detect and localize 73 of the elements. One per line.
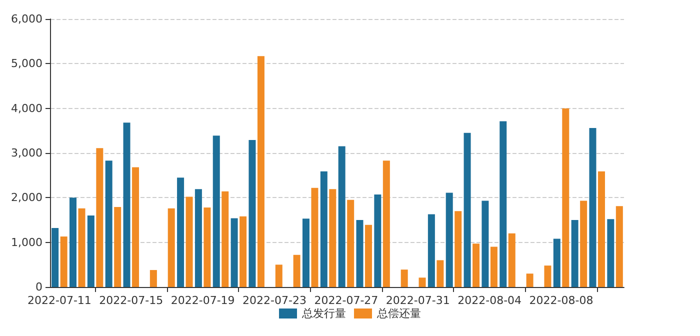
bar: [607, 219, 614, 287]
bar: [222, 191, 229, 287]
bar: [526, 274, 534, 287]
bar: [374, 194, 382, 287]
y-tick-label: 5,000: [10, 57, 42, 70]
bar: [320, 171, 328, 287]
bar: [571, 220, 578, 287]
y-tick-label: 4,000: [10, 102, 42, 115]
bar: [436, 260, 444, 287]
bar: [482, 200, 489, 287]
bar: [544, 266, 552, 287]
x-tick-label: 2022-08-08: [529, 294, 594, 307]
bar: [454, 211, 462, 287]
bar: [204, 207, 211, 287]
bar: [114, 207, 122, 287]
bar: [257, 56, 264, 287]
bar: [356, 220, 364, 287]
bar: [338, 146, 346, 287]
legend-label: 总发行量: [301, 307, 346, 320]
bar: [329, 189, 336, 287]
y-tick-label: 1,000: [10, 236, 42, 249]
y-tick-label: 2,000: [10, 191, 42, 204]
bar: [105, 160, 112, 287]
bar: [96, 148, 104, 287]
bar: [168, 208, 175, 287]
x-tick-label: 2022-07-11: [27, 294, 92, 307]
bar: [589, 128, 596, 287]
x-tick-label: 2022-07-27: [314, 294, 378, 307]
bar: [616, 206, 623, 287]
bar: [186, 196, 193, 287]
bar: [78, 208, 86, 287]
bar: [598, 171, 605, 287]
y-tick-label: 6,000: [10, 12, 42, 26]
bar: [508, 233, 516, 287]
bar: [418, 278, 426, 287]
bar: [70, 198, 76, 287]
bar: [446, 192, 453, 287]
bar: [464, 132, 471, 287]
x-tick-label: 2022-07-31: [386, 294, 450, 307]
bar: [87, 216, 94, 287]
bar: [311, 188, 318, 287]
bar: [240, 216, 247, 287]
bar: [150, 270, 157, 287]
bar: [275, 264, 282, 287]
bar: [212, 136, 220, 287]
x-tick-label: 2022-07-23: [242, 294, 306, 307]
x-tick-label: 2022-07-15: [99, 294, 164, 307]
bar: [347, 200, 354, 287]
bar: [60, 236, 68, 287]
bar: [580, 200, 588, 287]
x-tick-label: 2022-08-04: [458, 294, 522, 307]
x-tick-label: 2022-07-19: [170, 294, 235, 307]
bar: [177, 178, 184, 287]
bar: [302, 218, 310, 287]
bar: [52, 228, 59, 287]
legend-label: 总偿还量: [376, 307, 421, 320]
bar: [472, 244, 480, 287]
bar: [123, 122, 130, 287]
bar: [500, 121, 507, 287]
bar: [293, 254, 300, 287]
bar: [428, 214, 435, 287]
bar: [365, 224, 372, 287]
bar: [553, 238, 560, 287]
y-tick-label: 3,000: [10, 146, 42, 160]
y-tick-label: 0: [35, 280, 42, 294]
bar: [194, 189, 202, 287]
bar: [382, 160, 390, 287]
bar: [132, 167, 140, 287]
bar: [230, 218, 238, 287]
bar: [490, 246, 498, 287]
bar: [562, 108, 570, 287]
bar: [248, 140, 256, 287]
bar: [400, 270, 408, 287]
